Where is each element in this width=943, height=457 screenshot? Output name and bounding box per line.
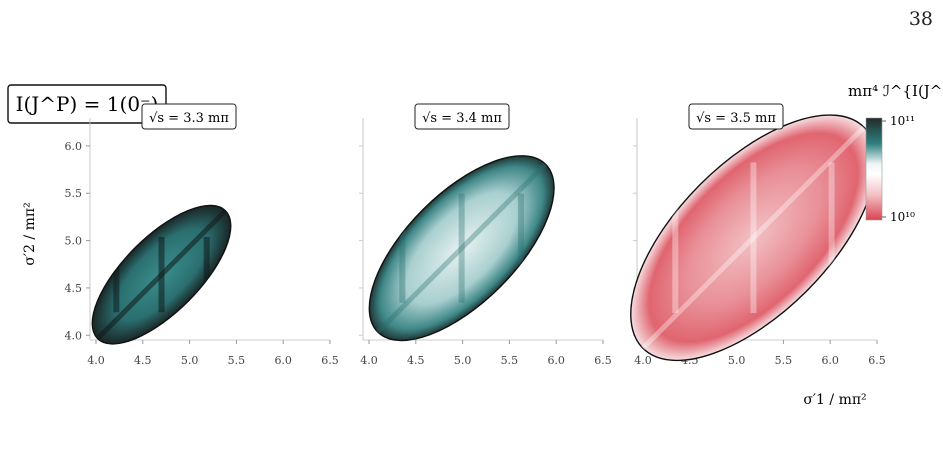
x-tick-label: 6.0 xyxy=(547,354,565,367)
energy-annotation-box xyxy=(688,103,784,130)
x-tick-label: 5.0 xyxy=(454,354,472,367)
x-tick-label: 6.5 xyxy=(321,354,339,367)
x-tick-label: 6.0 xyxy=(274,354,292,367)
allowed-region xyxy=(368,155,555,342)
y-axis-label: σ′2 / mπ² xyxy=(22,202,38,265)
panel-2: 4.0 4.5 5.0 5.5 6.0 6.5 √s = 3.4 mπ xyxy=(359,103,612,367)
colorbar-title: mπ⁴ ℐ^{I(J^P)} xyxy=(848,82,943,100)
region-texture xyxy=(95,208,228,341)
colorbar-label-min: 10¹⁰ xyxy=(890,210,915,224)
x-tick-label: 5.0 xyxy=(728,354,746,367)
x-tick-label: 6.5 xyxy=(594,354,612,367)
panel-1: 4.0 4.5 5.0 5.5 6.0 6.5 4.0 4.5 5.0 5.5 6.0 √s = 3.… xyxy=(22,103,339,367)
quantum-label: I(J^P) = 1(0⁻) xyxy=(16,92,159,116)
allowed-region xyxy=(630,114,877,362)
x-tick-label: 6.5 xyxy=(868,354,886,367)
quantum-label-box: I(J^P) = 1(0⁻) xyxy=(7,84,167,124)
region-fill xyxy=(368,155,555,342)
panels: 4.0 4.5 5.0 5.5 6.0 6.5 4.0 4.5 5.0 5.5 6.0 √s = 3.… xyxy=(22,103,886,408)
energy-annotation: √s = 3.4 mπ xyxy=(422,111,502,126)
x-axis-label: σ′1 / mπ² xyxy=(803,392,866,408)
x-tick-label: 4.0 xyxy=(87,354,105,367)
x-tick-label: 4.5 xyxy=(134,354,152,367)
energy-annotation: √s = 3.5 mπ xyxy=(696,111,776,126)
colorbar-bar xyxy=(865,117,883,221)
x-tick-label: 5.5 xyxy=(775,354,793,367)
y-tick-label: 5.5 xyxy=(65,187,83,200)
x-tick-label: 5.0 xyxy=(181,354,199,367)
energy-annotation: √s = 3.3 mπ xyxy=(149,111,229,126)
y-tick-label: 6.0 xyxy=(65,140,83,153)
y-tick-label: 5.0 xyxy=(65,235,83,248)
colorbar: mπ⁴ ℐ^{I(J^P)} 10¹¹ 10¹⁰ xyxy=(848,82,943,224)
x-tick-label: 4.0 xyxy=(360,354,378,367)
x-tick-label: 5.5 xyxy=(228,354,246,367)
energy-annotation-box xyxy=(141,103,237,130)
x-tick-label: 6.0 xyxy=(821,354,839,367)
colorbar-label-max: 10¹¹ xyxy=(890,114,915,128)
page-number: 38 xyxy=(908,8,933,30)
region-texture xyxy=(376,162,548,334)
y-tick-label: 4.5 xyxy=(65,282,83,295)
region-fill xyxy=(630,114,877,362)
x-tick-label: 4.0 xyxy=(634,354,652,367)
region-texture xyxy=(641,125,866,351)
y-tick-label: 4.0 xyxy=(65,329,83,342)
panel-3: 4.0 4.5 5.0 5.5 6.0 6.5√s = 3.5 mπσ′1 / mπ² xyxy=(630,103,886,408)
energy-annotation-box xyxy=(414,103,510,130)
x-tick-label: 4.5 xyxy=(407,354,425,367)
x-tick-label: 5.5 xyxy=(501,354,519,367)
allowed-region xyxy=(91,204,232,345)
